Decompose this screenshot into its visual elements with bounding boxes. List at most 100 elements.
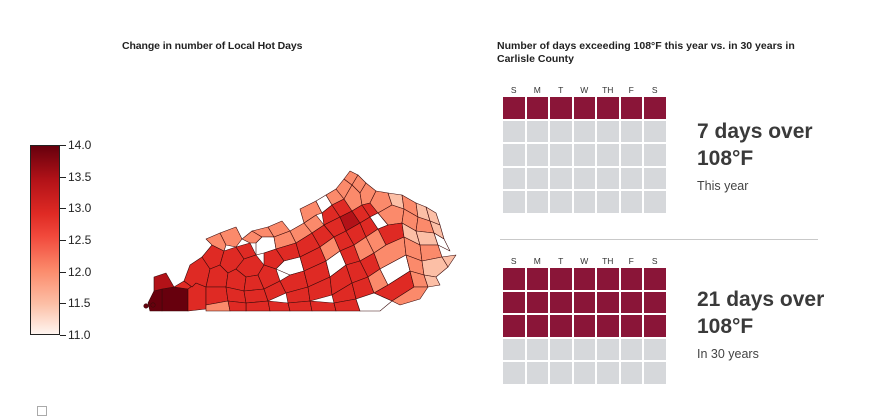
legend-tick-label: 11.0 [68, 328, 91, 342]
hot-day-cell [597, 97, 619, 119]
day-of-week-label: S [510, 85, 517, 95]
normal-day-cell [597, 362, 619, 384]
normal-day-cell [526, 362, 548, 384]
county-region[interactable] [433, 232, 451, 252]
legend-tick-label: 11.5 [68, 296, 91, 311]
hot-day-cell [550, 315, 572, 337]
normal-day-cell [620, 167, 642, 189]
legend-tick [60, 208, 66, 210]
day-of-week-label: M [533, 85, 541, 95]
normal-day-cell [550, 191, 572, 213]
hot-day-cell [573, 268, 595, 290]
normal-day-cell [620, 338, 642, 360]
day-grid [503, 268, 666, 384]
normal-day-cell [526, 191, 548, 213]
county-region[interactable] [153, 272, 175, 292]
normal-day-cell [526, 144, 548, 166]
normal-day-cell [644, 191, 666, 213]
hot-day-cell [526, 268, 548, 290]
county-region[interactable] [161, 286, 189, 312]
map-title: Change in number of Local Hot Days [122, 40, 303, 52]
normal-day-cell [597, 144, 619, 166]
county-region[interactable] [309, 300, 337, 312]
day-of-week-label: S [651, 85, 658, 95]
hot-day-cell [526, 291, 548, 313]
hot-day-cell [573, 291, 595, 313]
legend-tick-label: 12.5 [68, 233, 92, 247]
legend-tick-label: 14.0 [68, 138, 92, 152]
day-of-week-label: TH [602, 256, 614, 266]
checkbox[interactable] [37, 406, 47, 416]
section-divider [500, 239, 818, 240]
normal-day-cell [573, 338, 595, 360]
normal-day-cell [644, 144, 666, 166]
legend-tick [60, 145, 66, 146]
normal-day-cell [550, 338, 572, 360]
county-region[interactable] [219, 226, 243, 248]
county-region[interactable] [227, 300, 247, 312]
hot-day-cell [644, 291, 666, 313]
county-region[interactable] [441, 254, 457, 268]
normal-day-cell [550, 167, 572, 189]
day-of-week-label: TH [602, 85, 614, 95]
hot-day-cell [503, 97, 525, 119]
hot-day-cell [526, 97, 548, 119]
hot-day-cell [597, 315, 619, 337]
hot-day-cell [597, 268, 619, 290]
county-region[interactable] [391, 286, 429, 306]
hot-day-cell [620, 315, 642, 337]
day-of-week-label: F [628, 256, 634, 266]
calendar-title: Number of days exceeding 108°F this year… [497, 40, 795, 65]
normal-day-cell [503, 338, 525, 360]
normal-day-cell [503, 191, 525, 213]
normal-day-cell [573, 191, 595, 213]
day-of-week-label: F [628, 85, 634, 95]
county-region[interactable] [187, 282, 207, 312]
normal-day-cell [503, 362, 525, 384]
normal-day-cell [503, 167, 525, 189]
county-region[interactable] [287, 300, 313, 312]
hot-day-cell [503, 291, 525, 313]
kentucky-county-map [143, 170, 457, 312]
county-region[interactable] [421, 256, 449, 278]
county-region[interactable] [257, 264, 281, 290]
normal-day-cell [550, 144, 572, 166]
normal-day-cell [644, 167, 666, 189]
county-region[interactable] [147, 288, 163, 312]
county-region[interactable] [150, 302, 156, 308]
normal-day-cell [597, 338, 619, 360]
hot-day-cell [644, 315, 666, 337]
normal-day-cell [620, 362, 642, 384]
normal-day-cell [503, 120, 525, 142]
calendar-this-year: S M T W TH F S [503, 84, 666, 213]
legend-tick-label: 13.5 [68, 169, 92, 184]
normal-day-cell [526, 120, 548, 142]
county-region[interactable] [355, 292, 393, 312]
county-region[interactable] [423, 274, 441, 288]
county-region[interactable] [267, 300, 291, 312]
hot-day-cell [550, 97, 572, 119]
county-region[interactable] [245, 300, 271, 312]
normal-day-cell [597, 120, 619, 142]
days-of-week-header: S M T W TH F S [503, 255, 666, 267]
county-region[interactable] [299, 200, 323, 224]
days-of-week-header: S M T W TH F S [503, 84, 666, 96]
normal-day-cell [597, 167, 619, 189]
normal-day-cell [550, 362, 572, 384]
normal-day-cell [644, 120, 666, 142]
stat-this-year: 7 days over 108°F This year [697, 118, 847, 193]
hot-day-cell [620, 97, 642, 119]
normal-day-cell [597, 191, 619, 213]
county-region[interactable] [143, 303, 149, 309]
legend-tick-label: 12.0 [68, 264, 92, 279]
legend-tick [60, 271, 66, 273]
hot-day-cell [503, 268, 525, 290]
hot-day-cell [573, 315, 595, 337]
hot-day-cell [503, 315, 525, 337]
stat-caption: This year [697, 179, 749, 193]
stat-caption: In 30 years [697, 347, 759, 361]
county-region[interactable] [205, 232, 227, 252]
day-of-week-label: T [558, 256, 564, 266]
normal-day-cell [573, 144, 595, 166]
normal-day-cell [573, 167, 595, 189]
